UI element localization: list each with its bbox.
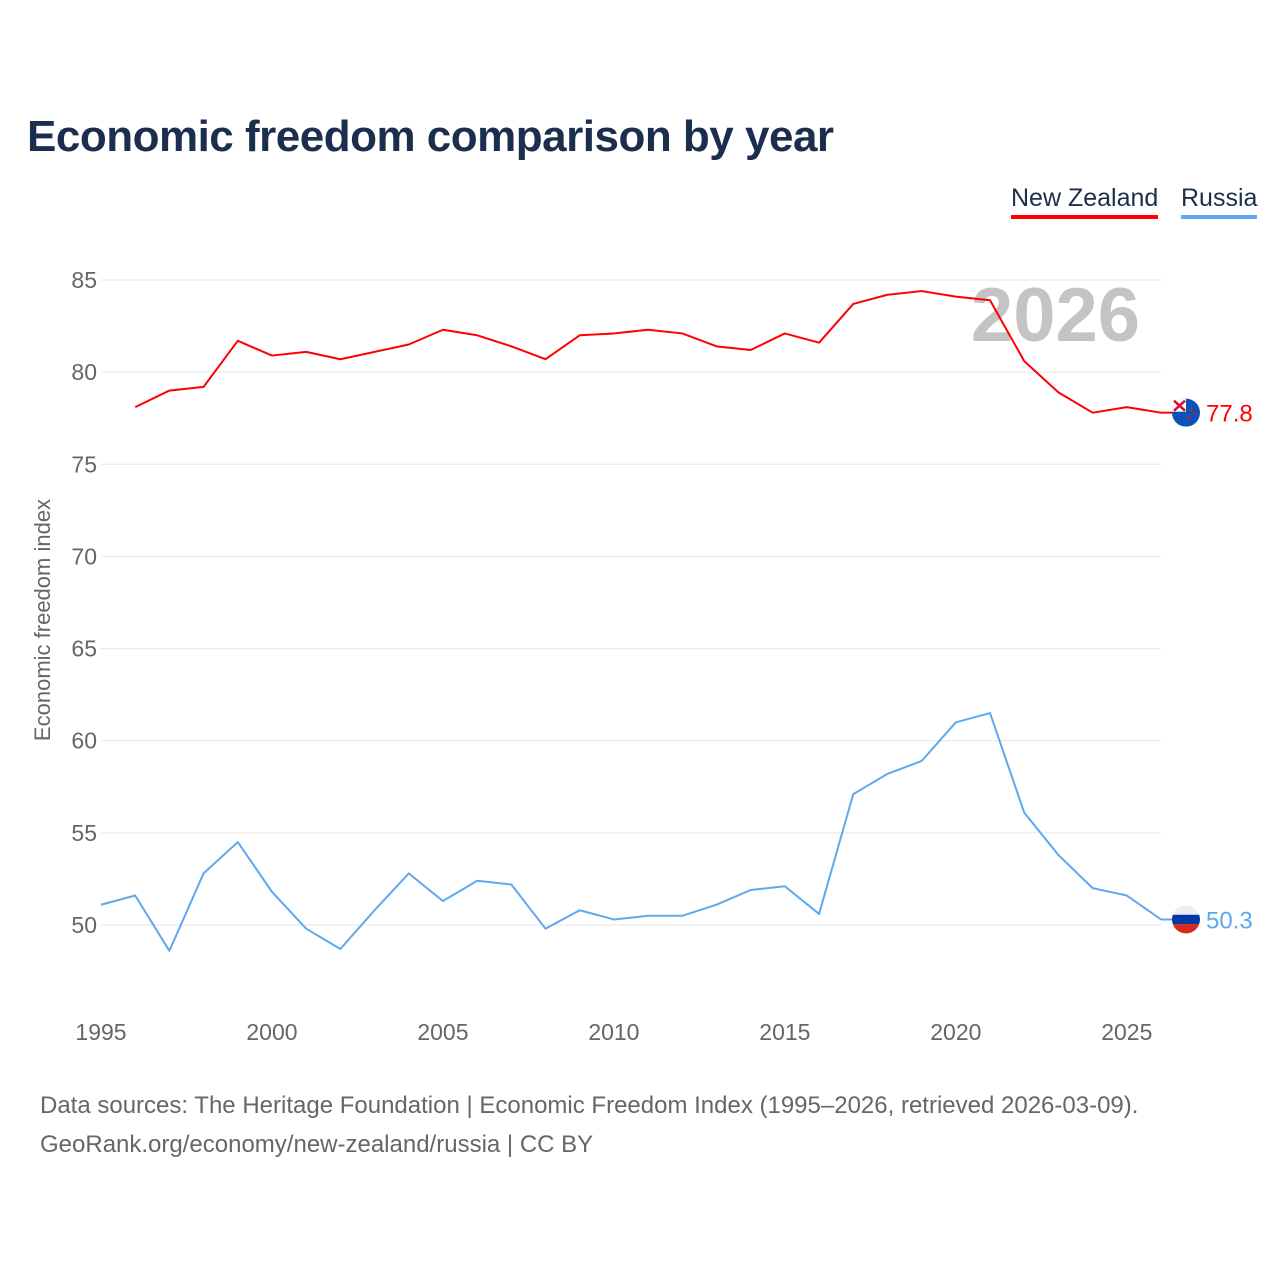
x-tick-label: 2010	[588, 1019, 639, 1045]
end-value-label: 50.3	[1206, 907, 1253, 934]
y-tick-label: 85	[71, 267, 97, 293]
new-zealand-flag-icon	[1172, 398, 1200, 427]
flag-star	[1193, 412, 1197, 416]
y-axis-label: Economic freedom index	[30, 499, 55, 741]
x-tick-label: 1995	[75, 1019, 126, 1045]
flag-stripe	[1172, 905, 1200, 915]
source-line: Data sources: The Heritage Foundation | …	[40, 1092, 1139, 1119]
y-tick-label: 75	[71, 451, 97, 477]
x-tick-label: 2005	[417, 1019, 468, 1045]
y-tick-label: 70	[71, 543, 97, 569]
x-tick-label: 2025	[1101, 1019, 1152, 1045]
end-value-label: 77.8	[1206, 401, 1253, 428]
flag-stripe	[1172, 914, 1200, 925]
y-tick-label: 50	[71, 912, 97, 938]
flag-star	[1187, 416, 1191, 420]
source-line: GeoRank.org/economy/new-zealand/russia |…	[40, 1131, 594, 1158]
year-watermark: 2026	[971, 273, 1140, 358]
russia-flag-icon	[1172, 905, 1200, 934]
y-tick-label: 80	[71, 359, 97, 385]
chart-title: Economic freedom comparison by year	[27, 112, 834, 161]
series-line-russia	[100, 712, 1162, 952]
flag-star	[1189, 408, 1193, 412]
x-tick-label: 2020	[930, 1019, 981, 1045]
series-line-new-zealand	[134, 290, 1162, 414]
x-tick-label: 2015	[759, 1019, 810, 1045]
flag-stripe	[1172, 924, 1200, 934]
y-tick-label: 55	[71, 820, 97, 846]
legend-russia[interactable]: Russia	[1181, 184, 1258, 219]
source-note: Data sources: The Heritage Foundation | …	[40, 1086, 1138, 1164]
legend-new-zealand[interactable]: New Zealand	[1011, 184, 1159, 219]
x-tick-label: 2000	[246, 1019, 297, 1045]
flag-cross	[1173, 399, 1186, 412]
y-tick-label: 60	[71, 728, 97, 754]
y-tick-label: 65	[71, 636, 97, 662]
